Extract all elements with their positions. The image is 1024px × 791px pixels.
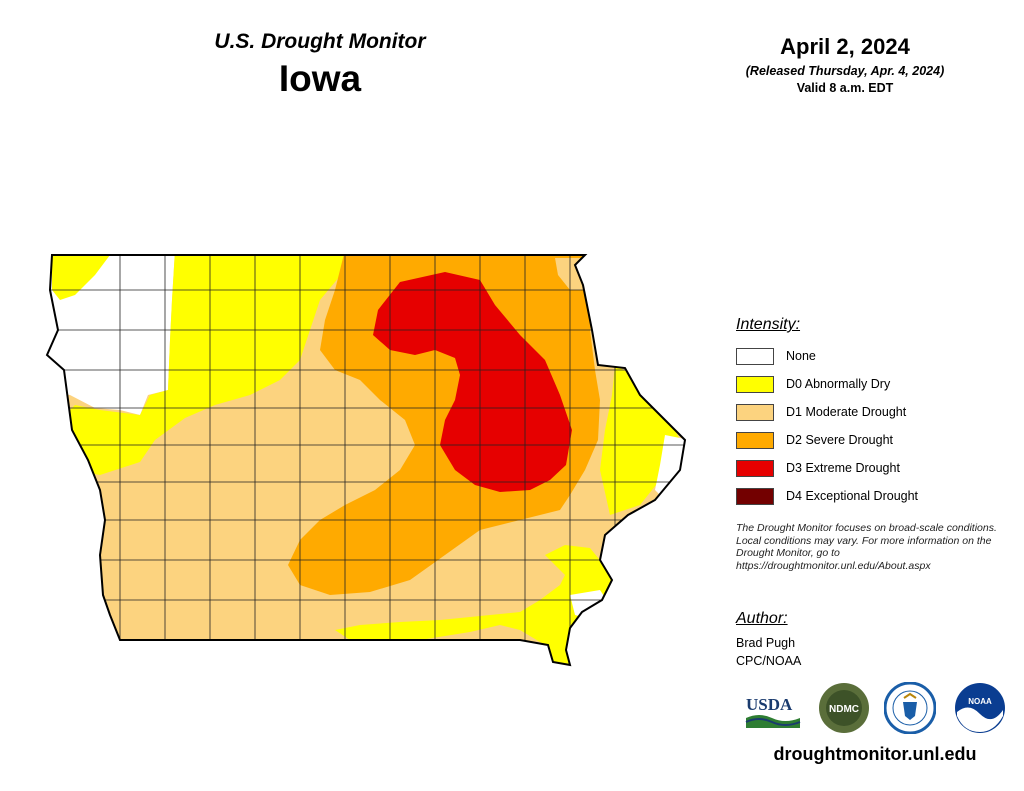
d3-core-region <box>373 272 572 492</box>
legend-label: D3 Extreme Drought <box>786 461 900 475</box>
legend-label: None <box>786 349 816 363</box>
svg-text:NDMC: NDMC <box>829 704 859 715</box>
legend-label: D1 Moderate Drought <box>786 405 907 419</box>
legend-swatch <box>736 347 774 365</box>
valid-time: Valid 8 a.m. EDT <box>796 81 894 95</box>
legend-title: Intensity: <box>736 316 801 333</box>
drought-regions <box>47 255 685 665</box>
legend-swatch <box>736 459 774 477</box>
legend-swatch <box>736 375 774 393</box>
noaa-logo: NOAA <box>955 683 1005 733</box>
d2-central-region <box>288 255 600 595</box>
intensity-legend: Intensity: None D0 Abnormally Dry D1 Moder… <box>736 316 1016 510</box>
none-east-region <box>655 435 685 500</box>
disclaimer-note: The Drought Monitor focuses on broad-sca… <box>736 522 997 572</box>
usda-logo: USDA <box>745 695 801 728</box>
map-header-right: April 2, 2024 (Released Thursday, Apr. 4… <box>680 34 1010 95</box>
d0-north-region <box>60 255 345 475</box>
ndmc-logo: NDMC <box>819 683 869 733</box>
map-header-left: U.S. Drought Monitor Iowa <box>150 30 490 100</box>
map-date: April 2, 2024 <box>780 34 910 59</box>
author-title: Author: <box>736 610 788 627</box>
legend-item: D3 Extreme Drought <box>736 454 1016 482</box>
legend-swatch <box>736 487 774 505</box>
state-title: Iowa <box>278 58 362 99</box>
legend-label: D2 Severe Drought <box>786 433 894 447</box>
author-org: CPC/NOAA <box>736 654 802 668</box>
legend-item: D2 Severe Drought <box>736 426 1016 454</box>
legend-label: D4 Exceptional Drought <box>786 489 919 503</box>
svg-text:NOAA: NOAA <box>968 697 992 706</box>
county-boundaries <box>47 255 685 660</box>
legend-item: D0 Abnormally Dry <box>736 370 1016 398</box>
doc-seal-logo <box>884 682 936 734</box>
legend-item: None <box>736 342 1016 370</box>
map-supertitle: U.S. Drought Monitor <box>214 30 426 53</box>
legend-swatch <box>736 403 774 421</box>
legend-item: D1 Moderate Drought <box>736 398 1016 426</box>
legend-label: D0 Abnormally Dry <box>786 377 891 391</box>
legend-items: None D0 Abnormally Dry D1 Moderate Drought… <box>736 342 1016 510</box>
author-block: Author: Brad Pugh CPC/NOAA <box>736 610 936 670</box>
author-name: Brad Pugh <box>736 636 796 650</box>
iowa-state-outline <box>45 254 687 667</box>
d0-nw-corner <box>52 255 110 300</box>
svg-text:USDA: USDA <box>746 695 793 714</box>
agency-logos: USDA NDMC NOAA <box>738 682 1018 742</box>
website-url[interactable]: droughtmonitor.unl.edu <box>773 744 977 764</box>
legend-item: D4 Exceptional Drought <box>736 482 1016 510</box>
release-date: (Released Thursday, Apr. 4, 2024) <box>745 64 945 78</box>
legend-swatch <box>736 431 774 449</box>
